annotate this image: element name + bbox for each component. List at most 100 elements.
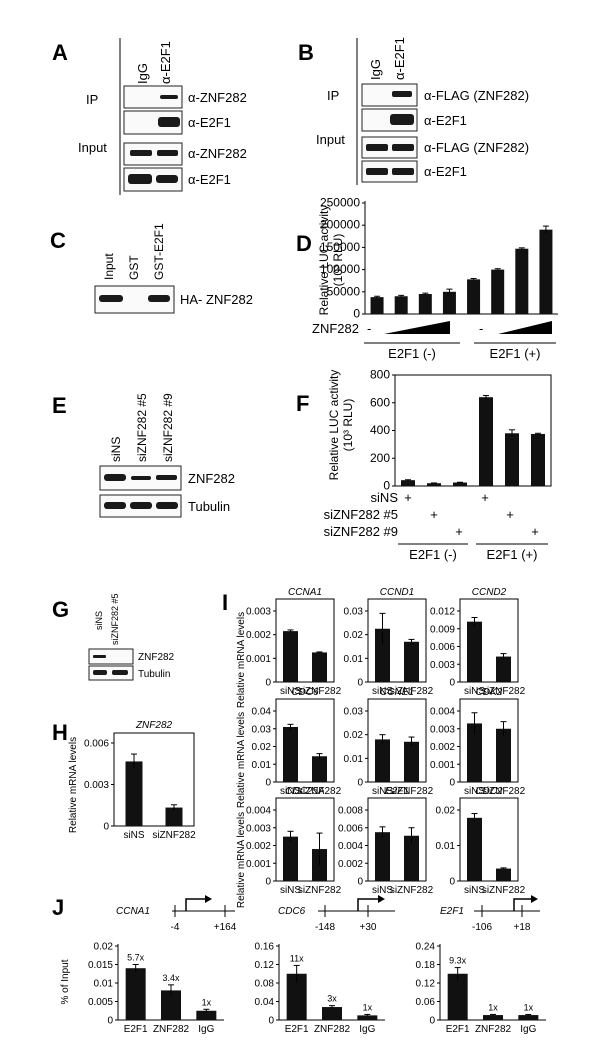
y-tick-label: 0.004	[430, 707, 455, 718]
band	[156, 502, 178, 509]
x-tick-label: siZNF282	[482, 686, 526, 697]
data-label: 1x	[202, 997, 212, 1007]
blot-b-ip-flag	[361, 83, 418, 107]
data-label: 1x	[524, 1002, 534, 1012]
bar	[427, 483, 441, 486]
panel-e-lane-2: siZNF282 #5	[135, 393, 149, 462]
promoter-left-e2f1: -106	[472, 922, 492, 933]
panel-a-ip-row-2: α-E2F1	[188, 115, 231, 130]
panel-b-lane-1: IgG	[368, 59, 383, 80]
y-axis-label: Relative LUC activity	[317, 205, 331, 316]
panel-letter-a: A	[52, 40, 68, 65]
panel-f: F 0 200 400 600 800 Relative LUC activity (10³…	[296, 368, 552, 562]
y-tick-label: 0	[357, 877, 363, 888]
bar	[283, 631, 298, 682]
x-tick-label: siNS	[372, 686, 393, 697]
panel-g: G siNS siZNF282 #5 ZNF282 Tubulin	[52, 593, 175, 681]
bar	[375, 739, 390, 782]
promoter-gene-e2f1: E2F1	[440, 906, 464, 917]
bar	[483, 1015, 503, 1020]
y-tick-label: 0.12	[255, 960, 275, 971]
bar	[505, 433, 519, 486]
data-label: 1x	[488, 1002, 498, 1012]
x-tick-label: siNS	[464, 885, 485, 896]
y-tick-label: 0.006	[84, 739, 109, 750]
y-axis-unit: (10³ RLU)	[341, 399, 355, 452]
x-tick-label: siZNF282	[298, 885, 342, 896]
panel-c-lane-3: GST-E2F1	[152, 223, 166, 280]
panel-letter-e: E	[52, 393, 67, 418]
y-tick-label: 400	[370, 423, 390, 437]
y-tick-label: 0.003	[246, 823, 271, 834]
panel-letter-d: D	[296, 231, 312, 256]
bar	[496, 656, 511, 682]
data-label: 9.3x	[449, 956, 467, 966]
panel-f-plus: +	[430, 507, 438, 522]
tss-arrowhead-icon	[205, 895, 212, 903]
panel-a-ip-row-1: α-ZNF282	[188, 90, 247, 105]
chart-title: E2F1	[385, 786, 409, 797]
bar	[467, 817, 482, 881]
x-tick-label: siZNF282	[298, 686, 342, 697]
bar	[370, 297, 384, 314]
bar	[125, 761, 143, 826]
panel-f-group-2: E2F1 (+)	[487, 547, 538, 562]
band	[366, 168, 388, 175]
plot-frame	[459, 698, 519, 783]
panel-h: H 0 0.003 0.006 siNS siZNF282 ZNF282 Relative …	[52, 720, 196, 841]
panel-d: D 0 50000 100000 150000 200000 250000Relative…	[296, 196, 558, 361]
y-tick-label: 0.012	[430, 607, 455, 618]
band	[392, 168, 414, 175]
x-tick-label: siZNF282	[482, 885, 526, 896]
panel-g-lane-1: siNS	[94, 611, 104, 630]
panel-g-lane-2: siZNF282 #5	[110, 593, 120, 645]
y-tick-label: 0.08	[255, 979, 275, 990]
band	[157, 150, 178, 156]
plot-frame	[459, 797, 519, 882]
y-tick-label: 0	[103, 822, 109, 833]
chart-h: 0 0.003 0.006 siNS siZNF282 ZNF282 Relative mR…	[68, 720, 196, 841]
x-tick-label: siZNF282	[152, 830, 196, 841]
x-tick-label: IgG	[520, 1024, 536, 1035]
blot-a-ip-e2f1	[123, 110, 183, 135]
bar	[447, 973, 468, 1020]
panel-d-minus-1: -	[367, 321, 371, 336]
panel-f-plus: +	[506, 507, 514, 522]
chart-title: CDC6	[291, 687, 319, 698]
y-tick-label: 0	[107, 1016, 113, 1027]
x-tick-label: siNS	[280, 885, 301, 896]
band	[112, 670, 128, 675]
bar	[518, 1015, 539, 1020]
x-tick-label: siNS	[123, 830, 144, 841]
chart-title: CCNE1	[380, 687, 414, 698]
bar	[394, 296, 408, 314]
bar	[496, 868, 511, 881]
band	[392, 91, 412, 97]
band	[390, 114, 414, 125]
y-tick-label: 0.001	[246, 859, 271, 870]
panel-d-group-2: E2F1 (+)	[490, 346, 541, 361]
x-tick-label: siZNF282	[390, 686, 434, 697]
band	[158, 117, 180, 127]
blot-a-ip-znf282	[123, 85, 183, 109]
bar	[404, 641, 419, 682]
y-tick-label: 0.001	[246, 654, 271, 665]
bar	[322, 1007, 342, 1020]
x-tick-label: siNS	[464, 786, 485, 797]
panel-f-row-2: siZNF282 #5	[324, 507, 398, 522]
y-tick-label: 0.002	[246, 630, 271, 641]
y-tick-label: 0.03	[252, 724, 272, 735]
y-tick-label: 0.24	[416, 942, 436, 953]
chart-title: CDC2	[475, 786, 503, 797]
band	[130, 150, 152, 156]
band	[131, 476, 151, 480]
y-tick-label: 0	[268, 1016, 274, 1027]
data-label: 11x	[290, 953, 304, 963]
band	[99, 295, 123, 302]
x-tick-label: siZNF282	[298, 786, 342, 797]
bar	[196, 1010, 217, 1020]
y-tick-label: 0.008	[338, 806, 363, 817]
plot-frame	[367, 797, 427, 882]
x-tick-label: siNS	[280, 686, 301, 697]
bar	[539, 229, 553, 314]
